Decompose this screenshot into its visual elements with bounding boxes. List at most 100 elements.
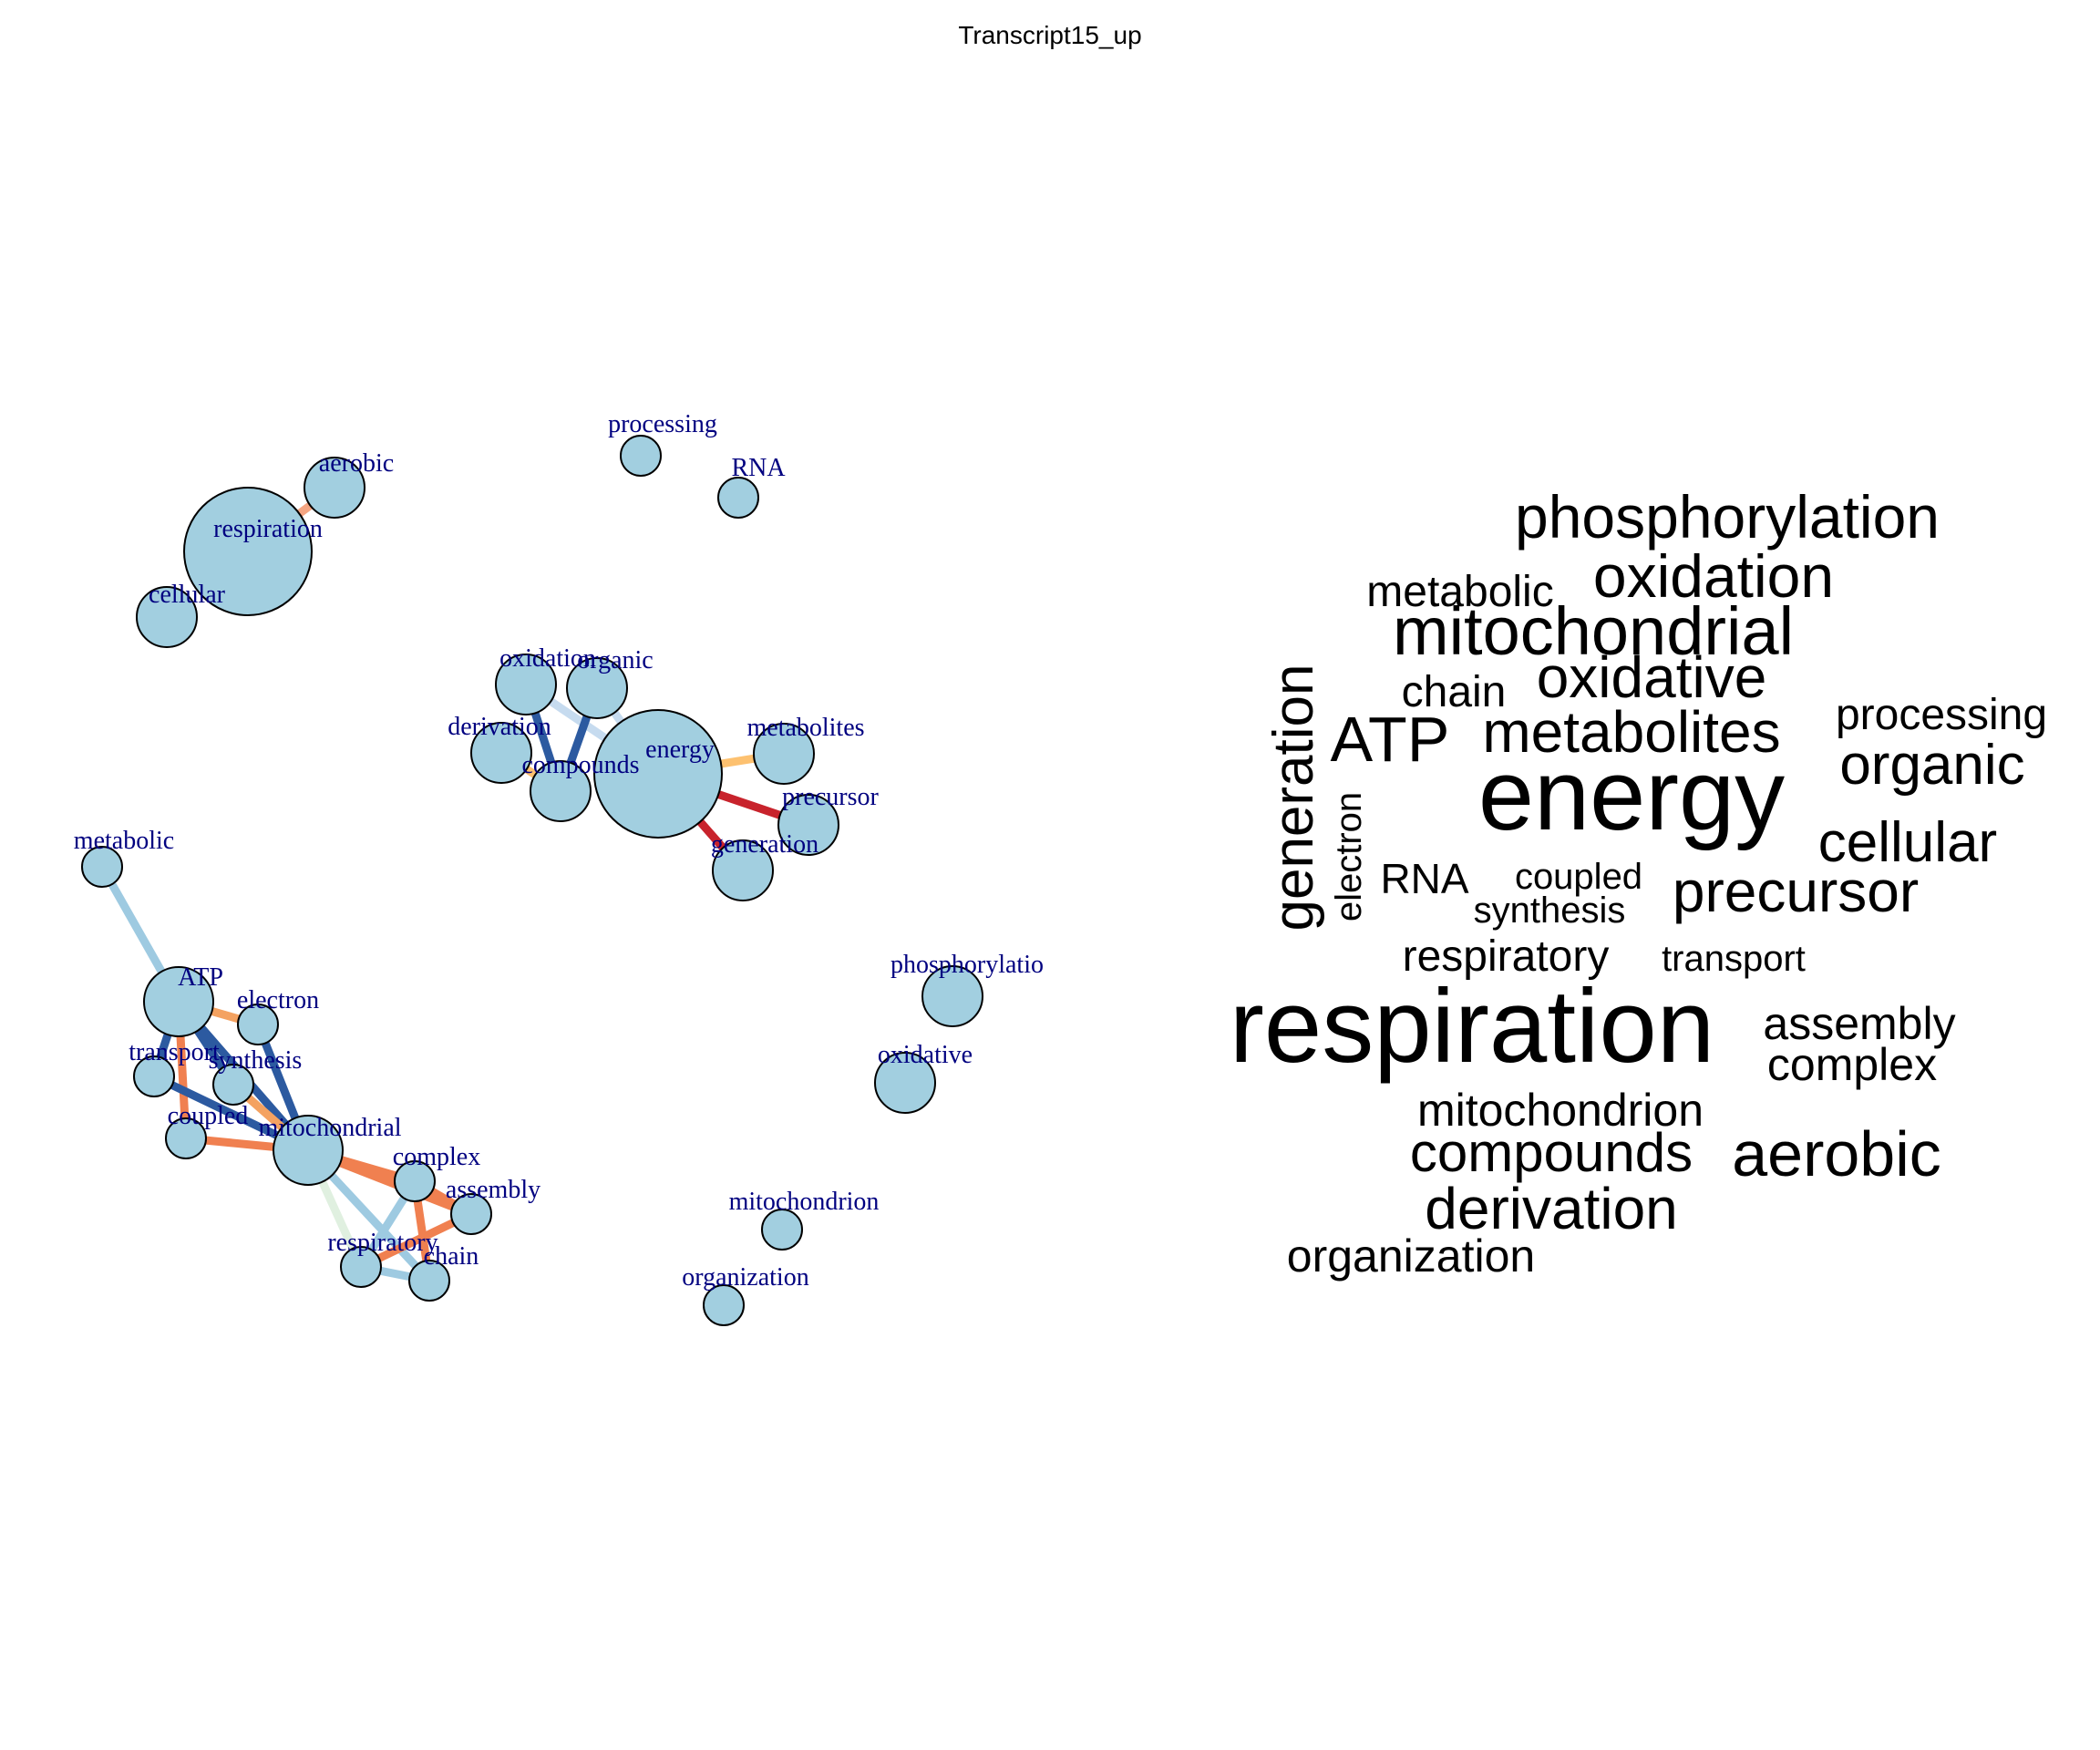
cloud-word-respiratory: respiratory: [1403, 932, 1610, 981]
cloud-word-chain: chain: [1402, 668, 1507, 716]
network-nodes: processing RNA aerobic respiration cellular o…: [74, 410, 1044, 1326]
node-circle-transport[interactable]: [133, 1055, 175, 1097]
node-label-RNA: RNA: [731, 454, 786, 482]
node-oxidation[interactable]: [495, 654, 557, 715]
node-label-oxidation: oxidation: [499, 644, 596, 673]
node-label-precursor: precursor: [782, 783, 879, 811]
node-cellular[interactable]: [136, 586, 198, 648]
cloud-word-cellular: cellular: [1818, 811, 1997, 874]
node-circle-ATP[interactable]: [143, 966, 214, 1037]
cloud-word-respiration: respiration: [1230, 969, 1714, 1085]
cloud-word-processing: processing: [1836, 691, 2047, 739]
cloud-word-metabolic: metabolic: [1366, 568, 1553, 616]
node-label-respiratory: respiratory: [327, 1229, 438, 1257]
node-circle-chain[interactable]: [408, 1260, 450, 1302]
node-circle-processing[interactable]: [620, 435, 662, 477]
node-label-chain: chain: [424, 1242, 479, 1271]
cloud-word-transport: transport: [1662, 939, 1806, 979]
node-label-aerobic: aerobic: [319, 449, 394, 478]
node-energy[interactable]: [593, 709, 723, 839]
node-circle-compounds[interactable]: [530, 760, 592, 822]
node-circle-respiration[interactable]: [183, 487, 313, 616]
node-circle-mitochondrial[interactable]: [273, 1115, 344, 1186]
node-label-phosphorylation: phosphorylatio: [890, 951, 1044, 979]
node-RNA[interactable]: [717, 477, 759, 519]
node-circle-metabolic[interactable]: [81, 846, 123, 888]
node-label-ATP: ATP: [178, 963, 223, 992]
node-circle-energy[interactable]: [593, 709, 723, 839]
node-label-oxidative: oxidative: [878, 1041, 973, 1069]
node-label-organic: organic: [577, 646, 653, 674]
node-circle-assembly[interactable]: [450, 1193, 492, 1235]
node-ATP[interactable]: [143, 966, 214, 1037]
node-label-generation: generation: [711, 830, 818, 859]
node-transport[interactable]: [133, 1055, 175, 1097]
cloud-word-energy: energy: [1478, 739, 1785, 851]
node-circle-coupled[interactable]: [165, 1117, 207, 1159]
node-assembly[interactable]: [450, 1193, 492, 1235]
node-generation[interactable]: [712, 839, 774, 901]
node-label-compounds: compounds: [521, 751, 639, 779]
node-circle-derivation[interactable]: [470, 722, 532, 784]
node-circle-precursor[interactable]: [777, 794, 839, 856]
cloud-word-derivation: derivation: [1425, 1176, 1678, 1241]
node-label-derivation: derivation: [448, 713, 551, 741]
node-circle-aerobic[interactable]: [304, 457, 365, 519]
cloud-word-oxidation: oxidation: [1593, 542, 1834, 610]
node-label-complex: complex: [393, 1143, 480, 1171]
node-oxidative[interactable]: [874, 1052, 936, 1114]
node-circle-RNA[interactable]: [717, 477, 759, 519]
node-label-organization: organization: [682, 1263, 808, 1292]
node-circle-synthesis[interactable]: [212, 1064, 254, 1106]
cloud-word-oxidative: oxidative: [1537, 644, 1767, 710]
cloud-word-mitochondrial: mitochondrial: [1393, 593, 1794, 669]
cloud-word-mitochondrion: mitochondrion: [1417, 1085, 1704, 1136]
node-circle-organization[interactable]: [703, 1284, 745, 1326]
cloud-word-organization: organization: [1287, 1230, 1535, 1282]
node-label-cellular: cellular: [149, 581, 226, 609]
node-circle-generation[interactable]: [712, 839, 774, 901]
node-circle-mitochondrion[interactable]: [761, 1209, 803, 1251]
node-synthesis[interactable]: [212, 1064, 254, 1106]
node-chain[interactable]: [408, 1260, 450, 1302]
cloud-word-metabolites: metabolites: [1482, 699, 1780, 765]
node-label-mitochondrial: mitochondrial: [258, 1114, 401, 1142]
node-circle-cellular[interactable]: [136, 586, 198, 648]
node-phosphorylation[interactable]: [921, 965, 983, 1027]
node-respiratory[interactable]: [340, 1246, 382, 1288]
cloud-word-aerobic: aerobic: [1732, 1118, 1941, 1189]
node-label-processing: processing: [608, 410, 717, 438]
node-circle-complex[interactable]: [394, 1160, 436, 1202]
cloud-word-compounds: compounds: [1410, 1122, 1693, 1183]
node-metabolites[interactable]: [753, 723, 815, 785]
cloud-word-complex: complex: [1767, 1039, 1937, 1090]
node-electron[interactable]: [237, 1004, 279, 1045]
node-circle-oxidation[interactable]: [495, 654, 557, 715]
node-label-electron: electron: [237, 986, 319, 1014]
node-circle-respiratory[interactable]: [340, 1246, 382, 1288]
cloud-word-RNA: RNA: [1380, 855, 1468, 902]
node-respiration[interactable]: [183, 487, 313, 616]
node-mitochondrial[interactable]: [273, 1115, 344, 1186]
cloud-word-assembly: assembly: [1763, 998, 1955, 1049]
node-complex[interactable]: [394, 1160, 436, 1202]
node-aerobic[interactable]: [304, 457, 365, 519]
node-mitochondrion[interactable]: [761, 1209, 803, 1251]
node-circle-organic[interactable]: [566, 657, 628, 719]
node-circle-oxidative[interactable]: [874, 1052, 936, 1114]
node-compounds[interactable]: [530, 760, 592, 822]
node-coupled[interactable]: [165, 1117, 207, 1159]
node-circle-phosphorylation[interactable]: [921, 965, 983, 1027]
node-processing[interactable]: [620, 435, 662, 477]
node-circle-electron[interactable]: [237, 1004, 279, 1045]
node-label-synthesis: synthesis: [209, 1046, 303, 1075]
node-derivation[interactable]: [470, 722, 532, 784]
node-organization[interactable]: [703, 1284, 745, 1326]
node-precursor[interactable]: [777, 794, 839, 856]
node-metabolic[interactable]: [81, 846, 123, 888]
node-circle-metabolites[interactable]: [753, 723, 815, 785]
node-organic[interactable]: [566, 657, 628, 719]
node-label-coupled: coupled: [168, 1102, 249, 1130]
